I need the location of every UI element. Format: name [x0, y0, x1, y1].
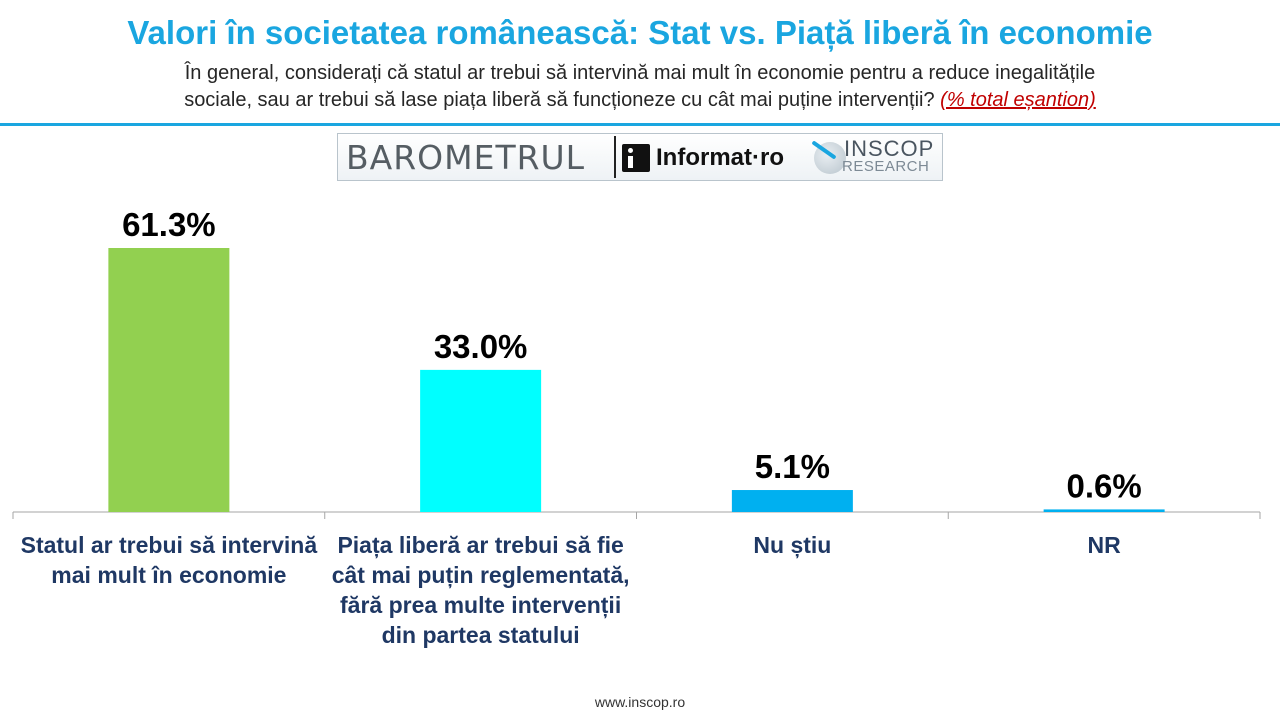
- subtitle-line-2: sociale, sau ar trebui să lase piața lib…: [184, 89, 935, 111]
- header-divider: [0, 123, 1280, 126]
- page-title: Valori în societatea românească: Stat vs…: [127, 14, 1153, 51]
- bar-data-label: 5.1%: [755, 448, 830, 485]
- logo-research-text: RESEARCH: [842, 158, 930, 175]
- category-label: NR: [1087, 532, 1121, 558]
- logo-informat-text: Informat·ro: [656, 144, 784, 171]
- informat-logo-icon: [622, 144, 650, 172]
- category-label: Nu știu: [753, 532, 832, 558]
- subtitle-line-1: În general, considerați că statul ar tre…: [184, 62, 1096, 84]
- category-label: Statul ar trebui să intervină mai mult î…: [20, 532, 318, 588]
- bar: [108, 248, 230, 512]
- bar-data-label: 0.6%: [1067, 467, 1142, 504]
- inscop-logo-icon: [814, 142, 846, 174]
- bar-data-label: 33.0%: [434, 328, 528, 365]
- page-subtitle: În general, considerați că statul ar tre…: [60, 60, 1220, 114]
- footer-url: www.inscop.ro: [594, 694, 686, 710]
- barometer-logo-banner: BAROMETRUL Informat·ro INSCOP RESEARCH: [337, 133, 943, 181]
- subtitle-note: (% total eșantion): [940, 89, 1096, 111]
- logo-barometrul-text: BAROMETRUL: [346, 138, 586, 177]
- bar: [420, 369, 542, 512]
- bar: [731, 490, 853, 512]
- category-label: Piața liberă ar trebui să fie cât mai pu…: [331, 532, 630, 648]
- bar: [1043, 509, 1165, 512]
- logo-inscop-text: INSCOP: [844, 136, 935, 161]
- logo-separator: [614, 136, 616, 178]
- bar-data-label: 61.3%: [122, 206, 216, 243]
